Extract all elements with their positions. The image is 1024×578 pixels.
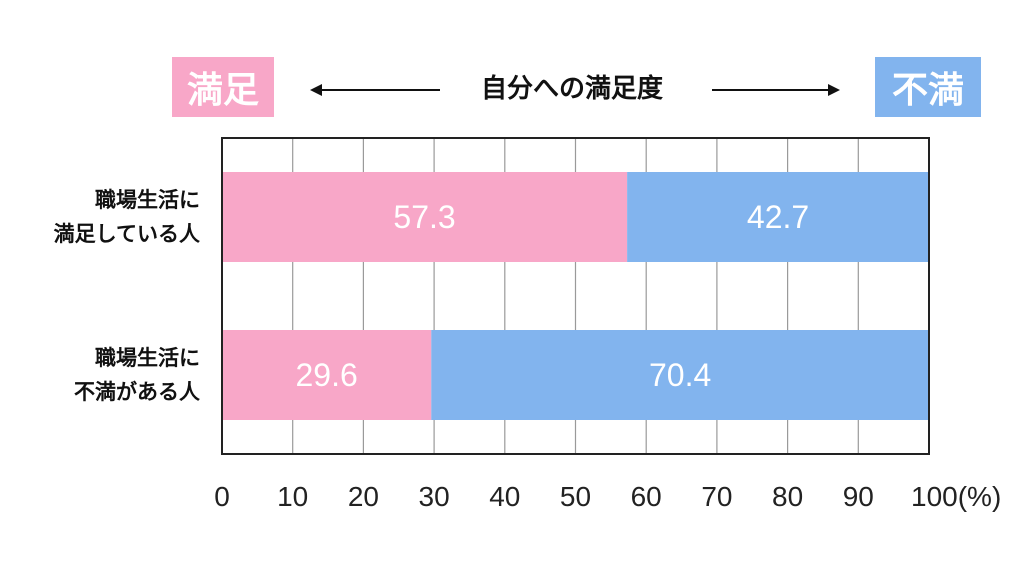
data-label: 42.7 — [747, 199, 809, 235]
x-tick-label: 70 — [701, 481, 732, 512]
satisfied-badge: 満足 — [172, 57, 274, 117]
bar-dissatisfied — [627, 172, 929, 262]
x-tick-label: 60 — [631, 481, 662, 512]
data-label: 57.3 — [393, 199, 455, 235]
data-label: 70.4 — [649, 357, 711, 393]
x-tick-label: 100(%) — [911, 481, 1001, 512]
bar-satisfied — [222, 330, 432, 420]
x-tick-label: 80 — [772, 481, 803, 512]
x-tick-label: 30 — [419, 481, 450, 512]
x-tick-label: 40 — [489, 481, 520, 512]
right-arrow-icon — [712, 84, 840, 96]
category-label-line: 職場生活に — [95, 188, 200, 212]
x-tick-label: 0 — [214, 481, 230, 512]
x-tick-label: 50 — [560, 481, 591, 512]
category-label: 職場生活に満足している人 — [54, 183, 200, 251]
category-label-line: 不満がある人 — [74, 380, 200, 404]
dissatisfied-badge: 不満 — [875, 57, 981, 117]
bar-dissatisfied — [431, 330, 929, 420]
data-label: 29.6 — [295, 357, 357, 393]
x-tick-label: 20 — [348, 481, 379, 512]
plot-frame — [221, 137, 930, 455]
left-arrow-icon — [310, 84, 440, 96]
x-tick-label: 90 — [843, 481, 874, 512]
category-label-line: 職場生活に — [95, 346, 200, 370]
bar-satisfied — [222, 172, 628, 262]
chart-header-title: 自分への満足度 — [480, 74, 663, 104]
category-label: 職場生活に不満がある人 — [74, 341, 200, 409]
x-tick-label: 10 — [277, 481, 308, 512]
category-label-line: 満足している人 — [53, 222, 200, 246]
